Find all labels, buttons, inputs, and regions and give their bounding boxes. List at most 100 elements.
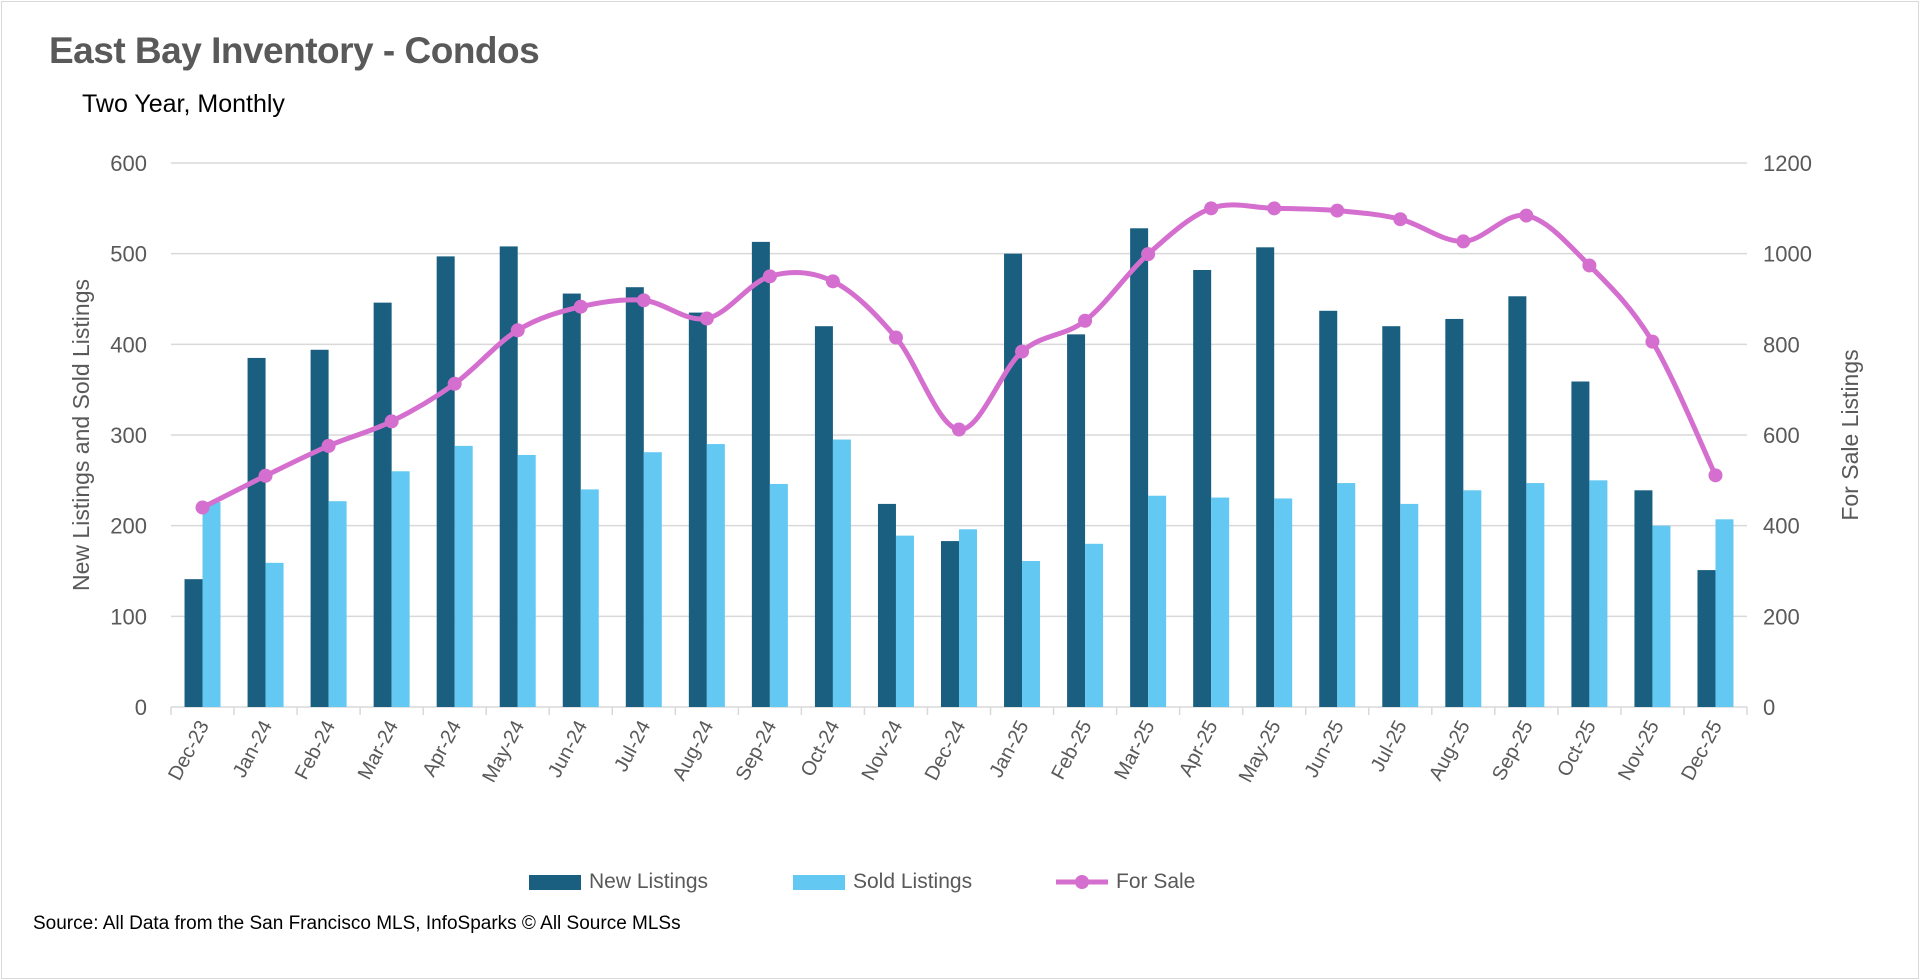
bar-sold-listings <box>1085 543 1104 707</box>
for-sale-marker <box>384 414 399 429</box>
legend-label: New Listings <box>589 870 709 893</box>
bar-new-listings <box>436 256 455 707</box>
x-tick-label: Mar-24 <box>354 717 403 783</box>
x-tick-label: Feb-25 <box>1047 717 1096 783</box>
chart-subtitle: Two Year, Monthly <box>82 90 285 118</box>
bar-sold-listings <box>1022 561 1041 707</box>
for-sale-marker <box>1456 234 1471 249</box>
bar-sold-listings <box>1337 483 1356 707</box>
x-tick-label: Jul-25 <box>1367 717 1412 775</box>
for-sale-marker <box>1078 313 1093 328</box>
for-sale-marker <box>1330 203 1345 218</box>
bar-new-listings <box>688 312 707 707</box>
bar-new-listings <box>247 357 266 707</box>
bar-sold-listings <box>580 489 599 707</box>
right-tick-label: 0 <box>1763 695 1775 720</box>
bar-sold-listings <box>1463 490 1482 707</box>
for-sale-marker <box>1708 468 1723 483</box>
bar-new-listings <box>310 349 329 707</box>
bar-new-listings <box>877 503 896 707</box>
right-axis-title: For Sale Listings <box>1837 349 1863 520</box>
for-sale-marker <box>1582 258 1597 273</box>
x-tick-label: May-24 <box>478 717 529 786</box>
x-tick-label: Jun-24 <box>544 717 592 781</box>
bar-sold-listings <box>1589 480 1608 707</box>
legend-swatch-sold <box>793 874 845 890</box>
legend-label: For Sale <box>1116 870 1196 893</box>
bar-new-listings <box>562 293 581 707</box>
legend-for-sale: For Sale <box>1054 870 1195 894</box>
for-sale-marker <box>1204 201 1219 216</box>
bar-new-listings <box>1697 570 1716 707</box>
bar-new-listings <box>373 302 392 707</box>
for-sale-marker <box>1141 247 1156 262</box>
bar-sold-listings <box>769 483 788 707</box>
bar-new-listings <box>1193 269 1212 707</box>
x-tick-label: Mar-25 <box>1110 717 1159 783</box>
left-axis-title: New Listings and Sold Listings <box>68 279 94 591</box>
bar-sold-listings <box>1400 503 1419 707</box>
bar-new-listings <box>625 287 644 707</box>
bar-sold-listings <box>959 529 977 707</box>
x-tick-label: Jan-25 <box>985 717 1033 781</box>
x-tick-label: Dec-23 <box>164 717 214 784</box>
bar-sold-listings <box>832 439 851 707</box>
legend-new-listings: New Listings <box>529 870 708 894</box>
right-tick-label: 1200 <box>1763 151 1812 176</box>
bar-new-listings <box>814 326 833 707</box>
for-sale-marker <box>1393 212 1408 227</box>
for-sale-marker <box>762 269 777 284</box>
x-tick-label: Aug-25 <box>1425 717 1475 784</box>
bar-new-listings <box>751 241 770 707</box>
for-sale-marker <box>952 422 966 437</box>
bar-sold-listings <box>454 445 473 707</box>
x-tick-label: Dec-25 <box>1677 717 1727 784</box>
bar-sold-listings <box>328 501 347 707</box>
bar-sold-listings <box>1211 497 1230 707</box>
bar-sold-listings <box>1715 519 1734 707</box>
bar-sold-listings <box>643 452 662 707</box>
left-tick-label: 0 <box>135 695 147 720</box>
bar-new-listings <box>499 246 518 707</box>
left-tick-label: 500 <box>110 242 147 267</box>
bar-sold-listings <box>706 444 725 707</box>
x-tick-label: Sep-24 <box>732 717 782 784</box>
chart-title: East Bay Inventory - Condos <box>49 30 540 71</box>
x-tick-label: Jul-24 <box>610 717 655 775</box>
bar-sold-listings <box>1274 498 1293 707</box>
bar-new-listings <box>1508 296 1527 707</box>
bar-sold-listings <box>517 454 536 707</box>
for-sale-marker <box>1015 344 1030 359</box>
x-tick-label: Jan-24 <box>229 717 277 781</box>
for-sale-marker <box>447 376 462 391</box>
bar-sold-listings <box>391 471 410 707</box>
for-sale-marker <box>636 293 651 308</box>
left-tick-label: 100 <box>110 604 147 629</box>
bar-sold-listings <box>895 535 914 707</box>
for-sale-marker <box>258 468 273 483</box>
for-sale-marker <box>510 323 525 338</box>
legend: New Listings Sold Listings For Sale <box>0 870 1920 900</box>
for-sale-line <box>200 202 1718 511</box>
for-sale-marker <box>1267 201 1282 216</box>
x-tick-label: Nov-24 <box>858 717 908 784</box>
for-sale-marker <box>573 299 588 314</box>
left-tick-label: 300 <box>110 423 147 448</box>
legend-swatch-new <box>529 874 581 890</box>
bar-new-listings <box>1256 247 1275 707</box>
for-sale-marker <box>888 330 903 345</box>
x-tick-label: Feb-24 <box>291 717 340 783</box>
legend-label: Sold Listings <box>853 870 973 893</box>
bar-sold-listings <box>265 562 284 707</box>
source-note: Source: All Data from the San Francisco … <box>33 913 681 934</box>
right-tick-label: 1000 <box>1763 242 1812 267</box>
x-tick-label: Sep-25 <box>1488 717 1538 784</box>
right-tick-label: 800 <box>1763 332 1800 357</box>
x-tick-label: Dec-24 <box>921 717 971 784</box>
bar-new-listings <box>1571 381 1590 707</box>
bar-new-listings <box>1634 490 1653 707</box>
left-tick-label: 600 <box>110 151 147 176</box>
bar-sold-listings <box>202 502 221 707</box>
bar-new-listings <box>1319 310 1338 707</box>
x-tick-label: Aug-24 <box>669 717 719 784</box>
